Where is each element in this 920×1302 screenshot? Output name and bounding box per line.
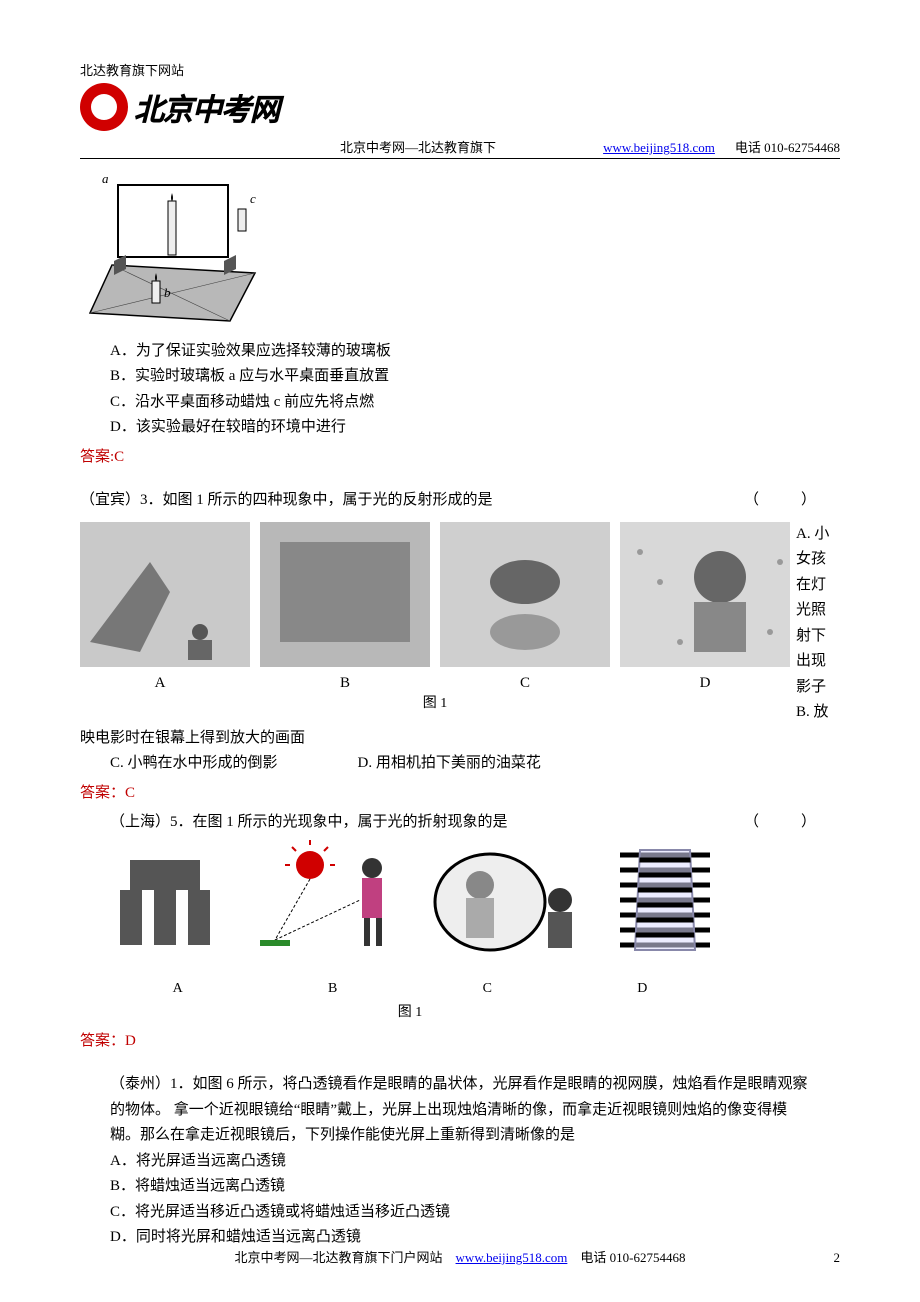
q2-figure-wrap: A B C D 图 1 A. 小女孩在灯光照射下出现影子 B. 放: [80, 522, 840, 726]
q4-line2: 的物体。 拿一个近视眼镜给“眼睛”戴上，光屏上出现烛焰清晰的像，而拿走近视眼镜则…: [110, 1098, 840, 1124]
logo-block: 北京中考网: [80, 83, 840, 131]
footer: 北京中考网—北达教育旗下门户网站 www.beijing518.com 电话 0…: [80, 1247, 840, 1266]
q2-fig-label-c: C: [520, 675, 530, 691]
q2-line2: 映电影时在银幕上得到放大的画面: [80, 726, 840, 752]
q1-option-c: C．沿水平桌面移动蜡烛 c 前应先将点燃: [80, 390, 840, 416]
q1-option-d: D．该实验最好在较暗的环境中进行: [80, 415, 840, 441]
q3-panel-a: [110, 855, 220, 945]
q3-figure-wrap: A B C D 图 1: [100, 840, 840, 1025]
q2-fig-label-a: A: [155, 675, 166, 691]
svg-text:a: a: [102, 173, 109, 186]
page-number: 2: [834, 1250, 841, 1266]
q3-panel-d: [620, 850, 710, 950]
q4-option-c: C．将光屏适当移近凸透镜或将蜡烛适当移近凸透镜: [110, 1200, 840, 1226]
q3-fig-caption: 图 1: [100, 1001, 720, 1025]
q2-fig-caption: 图 1: [423, 696, 448, 711]
q2-options-cd: C. 小鸭在水中形成的倒影 D. 用相机拍下美丽的油菜花: [80, 751, 840, 777]
q3-label-d: D: [637, 977, 647, 1001]
q3-label-c: C: [483, 977, 492, 1001]
q2-fig-label-b: B: [340, 675, 350, 691]
q2-figure: A B C D 图 1: [80, 522, 790, 712]
svg-text:b: b: [164, 285, 171, 300]
header-org-text: 北京中考网—北达教育旗下: [340, 137, 496, 156]
q3-stem-row: （上海）5．在图 1 所示的光现象中，属于光的折射现象的是 （ ）: [80, 810, 840, 836]
footer-phone: 电话 010-62754468: [580, 1250, 685, 1265]
q3-label-b: B: [328, 977, 337, 1001]
header-url-link[interactable]: www.beijing518.com: [603, 140, 715, 156]
q3-panel-c: [435, 854, 572, 950]
footer-url-link[interactable]: www.beijing518.com: [456, 1250, 568, 1265]
header-subtitle: 北达教育旗下网站: [80, 60, 840, 79]
q1-answer: 答案:C: [80, 445, 840, 471]
q2-fig-label-d: D: [700, 675, 711, 691]
q4-option-a: A．将光屏适当远离凸透镜: [110, 1149, 840, 1175]
footer-text: 北京中考网—北达教育旗下门户网站: [235, 1250, 443, 1265]
header-line: 北京中考网—北达教育旗下 www.beijing518.com 电话 010-6…: [80, 137, 840, 159]
logo-icon: [80, 83, 128, 131]
q3-label-a: A: [173, 977, 183, 1001]
q2-answer: 答案：C: [80, 781, 840, 807]
q3-figure: [100, 840, 720, 970]
header-phone: 电话 010-62754468: [735, 137, 840, 156]
q2-stem: （宜宾）3．如图 1 所示的四种现象中，属于光的反射形成的是: [80, 488, 493, 514]
svg-text:c: c: [250, 191, 256, 206]
q1-option-a: A．为了保证实验效果应选择较薄的玻璃板: [80, 339, 840, 365]
q4-option-b: B．将蜡烛适当远离凸透镜: [110, 1174, 840, 1200]
logo-text: 北京中考网: [134, 85, 279, 129]
content: a b c A．为了保证实验效果应选择较薄的玻璃板 B．实验时玻璃板 a 应与水…: [80, 173, 840, 1251]
q2-option-c: C. 小鸭在水中形成的倒影: [80, 751, 278, 777]
q2-bracket: （ ）: [744, 488, 820, 514]
q2-side-text: A. 小女孩在灯光照射下出现影子 B. 放: [796, 522, 830, 726]
q3-panel-b: [260, 840, 382, 946]
q1-option-b: B．实验时玻璃板 a 应与水平桌面垂直放置: [80, 364, 840, 390]
q3-bracket: （ ）: [744, 810, 820, 836]
q3-fig-labels: A B C D: [100, 977, 720, 1001]
q4-line3: 糊。那么在拿走近视眼镜后，下列操作能使光屏上重新得到清晰像的是: [110, 1123, 840, 1149]
q3-answer: 答案：D: [80, 1029, 840, 1055]
q4-line1: （泰州）1．如图 6 所示，将凸透镜看作是眼睛的晶状体，光屏看作是眼睛的视网膜，…: [110, 1072, 840, 1098]
q2-stem-row: （宜宾）3．如图 1 所示的四种现象中，属于光的反射形成的是 （ ）: [80, 488, 840, 514]
q2-option-d: D. 用相机拍下美丽的油菜花: [358, 751, 541, 777]
mirror-experiment-diagram: a b c: [80, 173, 260, 323]
q3-stem: （上海）5．在图 1 所示的光现象中，属于光的折射现象的是: [110, 810, 508, 836]
